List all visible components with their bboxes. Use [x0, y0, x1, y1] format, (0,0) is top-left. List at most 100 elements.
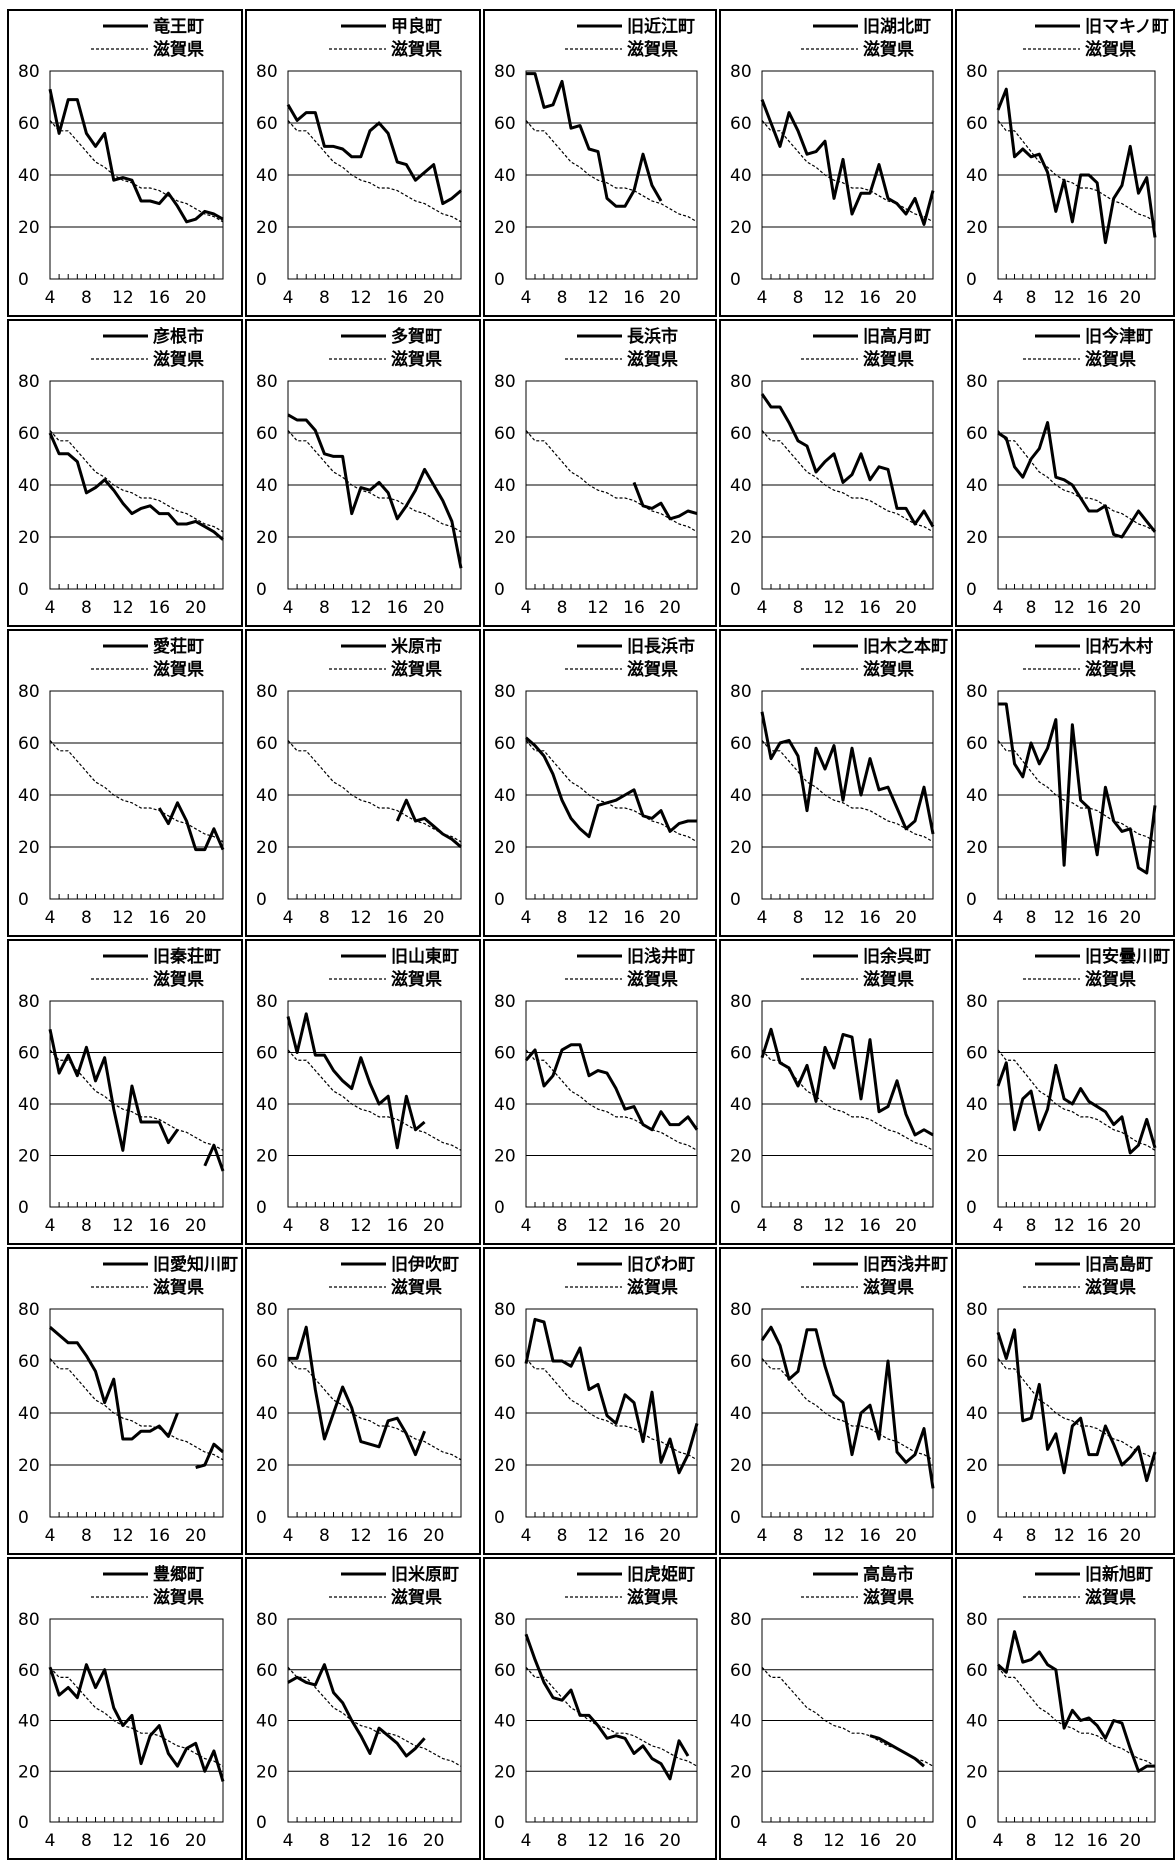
x-tick-label: 12: [587, 908, 609, 928]
x-tick-label: 12: [587, 288, 609, 308]
y-tick-label: 0: [256, 1198, 267, 1218]
y-tick-label: 40: [256, 166, 278, 186]
legend-reference-label: 滋賀県: [627, 969, 678, 990]
x-tick-label: 8: [319, 1216, 330, 1236]
panel-frame: [483, 629, 717, 937]
panel-frame: [955, 939, 1175, 1245]
x-tick-label: 4: [993, 598, 1004, 618]
x-tick-label: 16: [386, 288, 408, 308]
x-tick-label: 20: [185, 908, 207, 928]
y-tick-label: 80: [966, 992, 988, 1012]
panel-frame: [483, 1557, 717, 1860]
main-series-line: [48, 1663, 225, 1782]
y-tick-label: 60: [494, 424, 516, 444]
main-series-line: [195, 1442, 224, 1470]
panel-frame: [719, 629, 953, 937]
legend-series-label: 旧今津町: [1085, 326, 1153, 347]
legend-series-label: 旧西浅井町: [863, 1254, 948, 1275]
y-tick-label: 0: [494, 1813, 505, 1833]
x-tick-label: 4: [993, 1526, 1004, 1546]
x-tick-label: 4: [521, 908, 532, 928]
y-tick-label: 60: [18, 424, 40, 444]
panel-frame: [719, 939, 953, 1245]
x-tick-label: 4: [521, 288, 532, 308]
x-tick-label: 12: [1053, 1831, 1075, 1851]
legend-series-label: 旧高月町: [863, 326, 931, 347]
x-tick-label: 16: [148, 598, 170, 618]
y-tick-label: 60: [966, 424, 988, 444]
legend-reference-label: 滋賀県: [1085, 1277, 1136, 1298]
y-tick-label: 60: [730, 1352, 752, 1372]
x-tick-label: 20: [659, 908, 681, 928]
x-tick-label: 16: [859, 288, 881, 308]
x-tick-label: 16: [623, 1216, 645, 1236]
y-tick-label: 80: [256, 1300, 278, 1320]
x-tick-label: 12: [1053, 1526, 1075, 1546]
y-tick-label: 0: [730, 580, 741, 600]
legend-reference-label: 滋賀県: [1085, 1587, 1136, 1608]
y-tick-label: 20: [494, 528, 516, 548]
legend-reference-label: 滋賀県: [391, 1277, 442, 1298]
y-tick-label: 20: [494, 1456, 516, 1476]
y-tick-label: 80: [256, 62, 278, 82]
x-tick-label: 20: [1119, 598, 1141, 618]
main-series-line: [524, 1043, 699, 1132]
x-tick-label: 12: [112, 1526, 134, 1546]
x-tick-label: 8: [319, 598, 330, 618]
legend-series-label: 彦根市: [153, 326, 204, 347]
y-tick-label: 60: [966, 114, 988, 134]
x-tick-label: 8: [81, 598, 92, 618]
reference-series-line: [287, 430, 462, 533]
x-tick-label: 20: [659, 1526, 681, 1546]
y-tick-label: 40: [966, 166, 988, 186]
main-series-line: [996, 1328, 1157, 1483]
x-tick-label: 8: [557, 1831, 568, 1851]
reference-series-line: [525, 740, 698, 843]
y-tick-label: 80: [18, 62, 40, 82]
reference-series-line: [761, 430, 934, 533]
legend-reference-label: 滋賀県: [391, 969, 442, 990]
x-tick-label: 16: [148, 1831, 170, 1851]
y-tick-label: 60: [18, 1352, 40, 1372]
y-tick-label: 20: [966, 528, 988, 548]
y-tick-label: 20: [494, 1762, 516, 1782]
x-tick-label: 8: [793, 908, 804, 928]
panel-frame: [7, 629, 243, 937]
main-series-line: [286, 1012, 426, 1150]
y-tick-label: 60: [730, 1661, 752, 1681]
y-tick-label: 40: [256, 476, 278, 496]
y-tick-label: 0: [730, 1508, 741, 1528]
x-tick-label: 16: [386, 908, 408, 928]
legend-series-label: 旧浅井町: [627, 946, 695, 967]
y-tick-label: 40: [18, 1095, 40, 1115]
reference-series-line: [525, 1358, 698, 1461]
x-tick-label: 4: [45, 908, 56, 928]
y-tick-label: 20: [18, 218, 40, 238]
y-tick-label: 80: [18, 682, 40, 702]
y-tick-label: 20: [730, 528, 752, 548]
x-tick-label: 8: [1026, 908, 1037, 928]
y-tick-label: 40: [966, 476, 988, 496]
x-tick-label: 8: [557, 598, 568, 618]
x-tick-label: 16: [623, 1831, 645, 1851]
x-tick-label: 8: [793, 598, 804, 618]
y-tick-label: 60: [730, 114, 752, 134]
x-tick-label: 20: [185, 1216, 207, 1236]
y-tick-label: 20: [256, 838, 278, 858]
y-tick-label: 80: [730, 62, 752, 82]
x-tick-label: 16: [1086, 1216, 1108, 1236]
reference-series-line: [997, 740, 1156, 843]
x-tick-label: 8: [319, 1526, 330, 1546]
reference-series-line: [49, 1666, 224, 1767]
y-tick-label: 60: [494, 1352, 516, 1372]
y-tick-label: 80: [494, 1610, 516, 1630]
y-tick-label: 0: [730, 1813, 741, 1833]
legend-reference-label: 滋賀県: [863, 659, 914, 680]
